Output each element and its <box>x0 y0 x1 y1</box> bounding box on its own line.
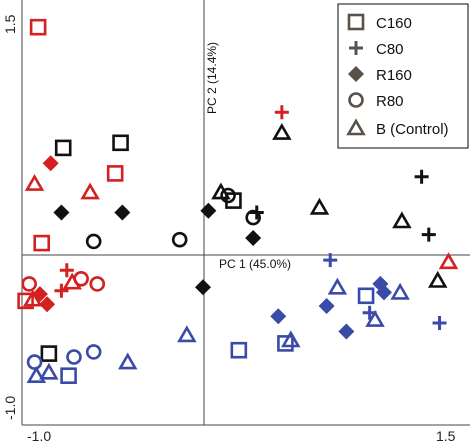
data-point-blue-triangle-54 <box>177 325 197 343</box>
data-point-black-diamond-36 <box>194 279 211 296</box>
data-point-blue-square-51 <box>277 335 294 352</box>
data-point-black-triangle-30 <box>309 197 330 215</box>
x-tick-right: 1.5 <box>436 428 456 444</box>
data-point-red-triangle-1 <box>24 173 45 191</box>
data-point-black-triangle-20 <box>272 122 292 140</box>
y-tick-bottom: -1.0 <box>2 396 18 420</box>
x-tick-left: -1.0 <box>27 428 51 444</box>
data-point-blue-triangle-40 <box>327 277 348 295</box>
legend-label-r80: R80 <box>376 93 404 110</box>
data-point-black-triangle-32 <box>392 211 412 229</box>
data-point-blue-triangle-52 <box>281 330 301 348</box>
data-point-red-diamond-12 <box>31 286 48 303</box>
legend-marker-diamond <box>348 66 364 82</box>
data-point-black-plus-33 <box>421 227 436 242</box>
data-point-blue-triangle-55 <box>117 352 138 370</box>
data-point-black-circle-25 <box>220 187 236 204</box>
data-point-red-square-0 <box>29 18 47 36</box>
data-point-red-plus-7 <box>274 105 289 120</box>
data-point-blue-diamond-42 <box>375 284 392 301</box>
data-point-black-square-38 <box>40 345 58 362</box>
data-point-blue-circle-60 <box>26 354 43 370</box>
data-point-black-diamond-29 <box>245 230 262 246</box>
data-point-black-square-18 <box>54 139 72 157</box>
data-point-red-plus-6 <box>59 263 74 278</box>
data-point-black-diamond-21 <box>53 204 70 221</box>
data-point-blue-plus-39 <box>323 253 338 268</box>
data-point-red-circle-16 <box>73 270 89 287</box>
data-point-blue-triangle-46 <box>365 309 385 327</box>
data-point-red-square-10 <box>17 292 34 310</box>
data-point-blue-square-58 <box>60 367 77 385</box>
data-point-blue-triangle-43 <box>390 282 410 300</box>
data-point-blue-circle-57 <box>66 349 82 365</box>
data-point-red-diamond-2 <box>42 155 59 172</box>
data-point-black-triangle-37 <box>427 270 448 288</box>
legend-marker-plus <box>349 41 363 55</box>
legend-marker-square <box>347 13 365 31</box>
data-point-black-plus-31 <box>414 169 429 184</box>
data-point-black-square-26 <box>225 192 242 209</box>
data-point-blue-diamond-47 <box>318 298 335 314</box>
legend-label-c160: C160 <box>376 15 412 32</box>
data-point-black-square-19 <box>112 134 129 152</box>
legend-label-r160: R160 <box>376 67 412 84</box>
data-point-red-plus-14 <box>54 283 69 298</box>
data-point-red-square-5 <box>33 234 51 252</box>
legend-label-b-control: B (Control) <box>376 121 449 138</box>
data-point-red-diamond-13 <box>39 296 56 313</box>
data-point-blue-triangle-59 <box>26 366 47 384</box>
legend-label-c80: C80 <box>376 41 404 58</box>
data-point-blue-plus-49 <box>432 316 447 330</box>
data-point-black-circle-28 <box>245 209 261 226</box>
legend: C160 C80 R160 R80 B (Control) <box>337 3 469 149</box>
data-point-black-diamond-23 <box>200 202 217 219</box>
data-point-blue-diamond-48 <box>338 323 355 340</box>
data-point-black-circle-34 <box>85 233 102 250</box>
data-point-blue-square-53 <box>230 341 248 359</box>
data-point-red-triangle-3 <box>80 182 100 200</box>
data-point-red-square-4 <box>106 165 124 182</box>
pc1-axis-label: PC 1 (45.0%) <box>219 257 291 271</box>
pc2-axis-label: PC 2 (14.4%) <box>205 42 219 114</box>
data-point-red-circle-9 <box>21 276 37 292</box>
data-point-red-triangle-11 <box>23 289 43 307</box>
data-points <box>17 18 459 385</box>
data-point-red-triangle-8 <box>438 252 459 270</box>
data-point-black-circle-35 <box>171 231 188 248</box>
y-tick-top: 1.5 <box>2 14 18 34</box>
data-point-blue-triangle-61 <box>39 362 59 380</box>
legend-marker-circle <box>348 92 364 108</box>
data-point-blue-diamond-50 <box>270 308 287 325</box>
data-point-blue-square-44 <box>357 287 375 305</box>
data-point-blue-circle-56 <box>85 344 102 360</box>
data-point-red-circle-17 <box>89 276 106 292</box>
data-point-black-diamond-22 <box>114 204 131 221</box>
legend-marker-triangle <box>346 118 366 136</box>
